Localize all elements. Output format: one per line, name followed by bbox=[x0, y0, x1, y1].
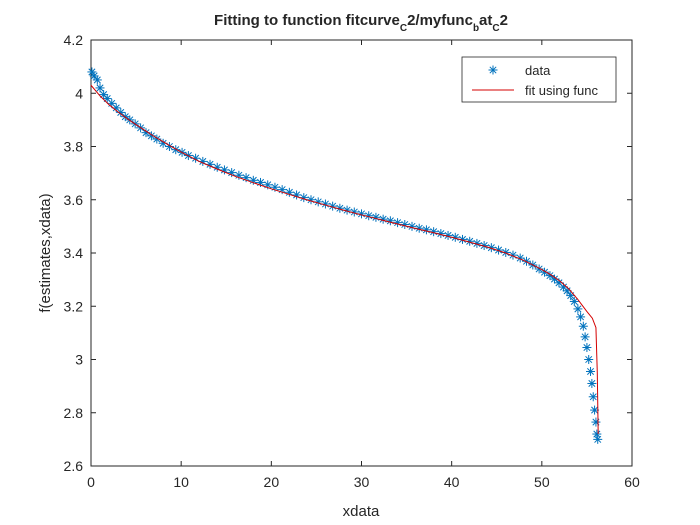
data-point bbox=[584, 355, 594, 364]
data-point bbox=[587, 378, 597, 388]
series-data bbox=[87, 67, 603, 444]
y-tick-label: 2.8 bbox=[64, 405, 84, 421]
data-point bbox=[87, 67, 97, 77]
legend-label-data: data bbox=[525, 63, 551, 78]
legend-marker-symbol bbox=[488, 65, 498, 75]
legend-entry-data: data bbox=[488, 63, 551, 78]
data-point bbox=[342, 205, 352, 215]
data-point bbox=[95, 83, 105, 93]
data-point bbox=[582, 343, 592, 353]
data-point bbox=[385, 216, 395, 226]
y-tick-label: 4 bbox=[75, 85, 83, 101]
data-point bbox=[92, 75, 102, 85]
data-point bbox=[284, 187, 294, 197]
legend-label-fit: fit using func bbox=[525, 83, 598, 98]
legend-marker-data bbox=[488, 65, 498, 75]
series-fit-line bbox=[90, 84, 599, 435]
x-tick-label: 40 bbox=[444, 474, 460, 490]
data-point bbox=[592, 429, 602, 439]
data-point bbox=[234, 170, 244, 180]
data-point bbox=[586, 366, 596, 376]
data-point bbox=[219, 165, 229, 175]
data-point bbox=[593, 434, 603, 444]
data-point bbox=[158, 138, 168, 148]
data-point bbox=[569, 296, 579, 306]
data-point bbox=[578, 321, 588, 331]
data-point bbox=[429, 227, 439, 237]
x-tick-label: 50 bbox=[534, 474, 550, 490]
legend-entry-fit: fit using func bbox=[472, 83, 598, 98]
y-tick-label: 3.2 bbox=[64, 298, 84, 314]
data-point bbox=[573, 304, 583, 314]
data-point bbox=[141, 128, 151, 138]
data-point bbox=[566, 291, 576, 301]
x-tick-label: 0 bbox=[87, 474, 95, 490]
data-point bbox=[522, 256, 532, 266]
y-tick-label: 3.4 bbox=[64, 245, 84, 261]
data-point bbox=[212, 162, 222, 172]
x-axis: 0 10 20 30 40 50 60 bbox=[87, 40, 640, 490]
data-point bbox=[591, 417, 601, 427]
y-tick-label: 2.6 bbox=[64, 458, 84, 474]
data-point bbox=[588, 392, 598, 402]
y-axis: 2.6 2.8 3 3.2 3.4 3.6 3.8 4 4.2 bbox=[64, 32, 632, 474]
data-point bbox=[227, 168, 237, 178]
data-point bbox=[393, 218, 403, 228]
y-tick-label: 4.2 bbox=[64, 32, 84, 48]
data-point bbox=[576, 312, 586, 322]
data-point bbox=[580, 332, 590, 342]
legend-box bbox=[461, 56, 617, 103]
series-layer bbox=[87, 67, 603, 444]
x-tick-label: 20 bbox=[264, 474, 280, 490]
chart-title: Fitting to function fitcurveC2/myfuncbat… bbox=[214, 12, 508, 34]
data-point bbox=[443, 230, 453, 240]
y-tick-label: 3.8 bbox=[64, 139, 84, 155]
y-tick-label: 3.6 bbox=[64, 192, 84, 208]
x-tick-label: 30 bbox=[354, 474, 370, 490]
x-axis-label: xdata bbox=[343, 503, 380, 520]
legend: data fit using func bbox=[461, 56, 617, 103]
data-point bbox=[328, 201, 338, 211]
y-tick-label: 3 bbox=[75, 352, 83, 368]
x-tick-label: 10 bbox=[173, 474, 189, 490]
x-tick-label: 60 bbox=[624, 474, 640, 490]
plot-area bbox=[90, 39, 633, 467]
y-axis-label: f(estimates,xdata) bbox=[37, 193, 54, 312]
